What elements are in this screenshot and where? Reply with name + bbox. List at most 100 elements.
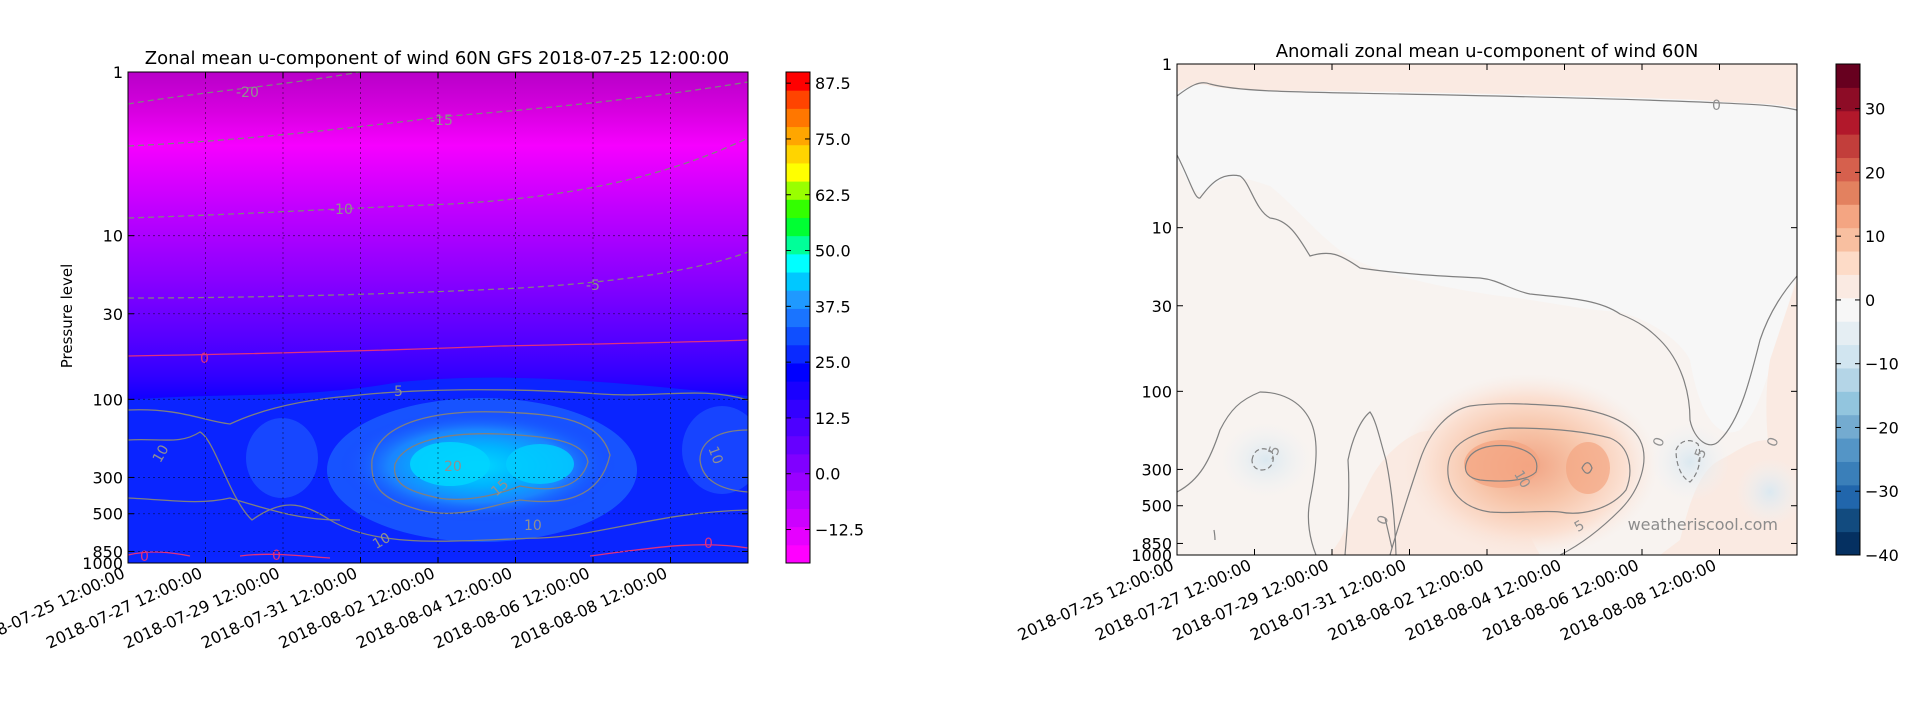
colorbar-swatch [786,417,810,437]
y-tick-label: 300 [1141,460,1172,479]
colorbar-swatch [1836,344,1860,369]
colorbar-swatch [786,126,810,146]
left-y-axis-label: Pressure level [58,264,76,369]
right-contour-zero-main [1177,154,1797,446]
colorbar-swatch [786,253,810,273]
colorbar-tick-label: 30 [1865,100,1885,119]
right-plot-area: 0 -5 10 5 0 0 -5 0 [1177,64,1797,555]
left-jet-core-inner2 [506,444,574,484]
left-zero-contours [128,339,748,559]
y-tick-label: 10 [103,227,123,246]
left-plot-area: -20 -15 -10 -5 0 5 10 10 10 15 20 10 0 0… [128,72,748,564]
left-contour-neg5 [128,251,748,299]
left-contour-labels: -20 -15 -10 -5 0 5 10 10 10 15 20 10 0 0… [140,85,726,564]
y-tick-label: 850 [92,542,123,561]
right-contour-5-left [1447,427,1631,514]
left-contour-zero [128,339,748,357]
left-contour-label: 20 [444,459,462,475]
colorbar-tick-label: 75.0 [815,130,851,149]
left-contour-10b [128,497,341,521]
colorbar-swatch [786,162,810,182]
right-anomaly-positive-core [1464,440,1540,488]
colorbar-swatch [786,544,810,564]
y-tick-label: 10 [1152,219,1172,238]
colorbar-swatch [1836,87,1860,112]
colorbar-swatch [786,526,810,546]
colorbar-tick-label: 12.5 [815,409,851,428]
colorbar-swatch [786,272,810,291]
colorbar-tick-label: −20 [1865,418,1899,437]
left-contour-label: 10 [705,444,726,466]
y-tick-label: 300 [92,468,123,487]
left-contour-label: 0 [272,548,281,564]
right-contour-zero-mid [1344,411,1397,555]
left-contour-5 [128,389,748,425]
colorbar-swatch [1836,204,1860,229]
left-contour-label: -20 [236,85,259,101]
left-cell-east [682,406,748,494]
colorbar-swatch [786,290,810,309]
left-contour-east [699,429,748,493]
colorbar-tick-label: −30 [1865,482,1899,501]
colorbar-swatch [786,72,810,91]
colorbar-tick-label: 87.5 [815,74,851,93]
right-contour-neg5-left [1251,448,1274,471]
colorbar-swatch [786,435,810,455]
colorbar-swatch [786,235,810,255]
right-colorbar: 30 20 10 0 −10 −20 −30 −40 [1835,63,1899,565]
left-contour-zero-bottom [128,544,748,559]
colorbar-swatch [786,217,810,237]
colorbar-swatch [786,108,810,128]
colorbar-swatch [1836,64,1860,88]
colorbar-swatch [786,308,810,328]
colorbar-swatch [786,181,810,200]
colorbar-tick-label: 0.0 [815,465,840,484]
left-contour-label: 10 [370,530,393,553]
colorbar-swatch [1836,414,1860,439]
colorbar-swatch [786,472,810,491]
right-contour-label: 0 [1712,98,1721,114]
y-tick-label: 500 [92,505,123,524]
y-tick-label: 1000 [82,554,123,573]
colorbar-swatch [1836,180,1860,205]
colorbar-swatch [786,144,810,164]
colorbar-frame [1835,63,1861,556]
left-contour-label: -5 [586,278,600,294]
right-anomaly-negative-west [1220,422,1312,498]
colorbar-swatch [786,344,810,364]
right-contour-label: 10 [1510,468,1533,491]
left-contour-label: -15 [430,113,453,129]
right-contour-label: -5 [1690,446,1710,465]
left-chart: Zonal mean u-component of wind 60N GFS 2… [0,48,864,652]
colorbar-tick-label: 10 [1865,227,1885,246]
colorbar-tick-label: −12.5 [815,521,864,540]
left-contour-neg10 [128,137,748,219]
right-contour-10a [1464,444,1538,482]
right-chart: Anomali zonal mean u-component of wind 6… [1015,41,1899,644]
colorbar-swatch [1836,157,1860,182]
left-colorbar: 87.5 75.0 62.5 50.0 37.5 25.0 12.5 0.0 −12.5 [785,71,864,564]
left-contour-neg20 [128,72,361,105]
colorbar-swatch [1836,367,1860,392]
colorbar-tick-label: −40 [1865,546,1899,565]
watermark: weatheriscool.com [1628,515,1778,534]
right-contour-zero-center [1389,403,1645,555]
colorbar-swatch [1836,297,1860,322]
left-chart-title: Zonal mean u-component of wind 60N GFS 2… [145,48,729,69]
colorbar-swatch [786,326,810,346]
colorbar-swatch [786,490,810,509]
colorbar-swatch [1836,110,1860,135]
left-contours [128,72,748,542]
y-tick-label: 500 [1141,497,1172,516]
colorbar-swatch [1836,508,1860,533]
left-contour-15 [371,411,611,514]
colorbar-swatch [786,362,810,382]
left-contour-label: -10 [330,202,353,218]
left-contour-20 [393,433,589,500]
colorbar-swatch [1836,321,1860,346]
left-contour-neg15 [128,81,748,147]
colorbar-swatch [1836,484,1860,509]
y-tick-label: 30 [103,305,123,324]
y-tick-label: 1 [113,63,123,82]
